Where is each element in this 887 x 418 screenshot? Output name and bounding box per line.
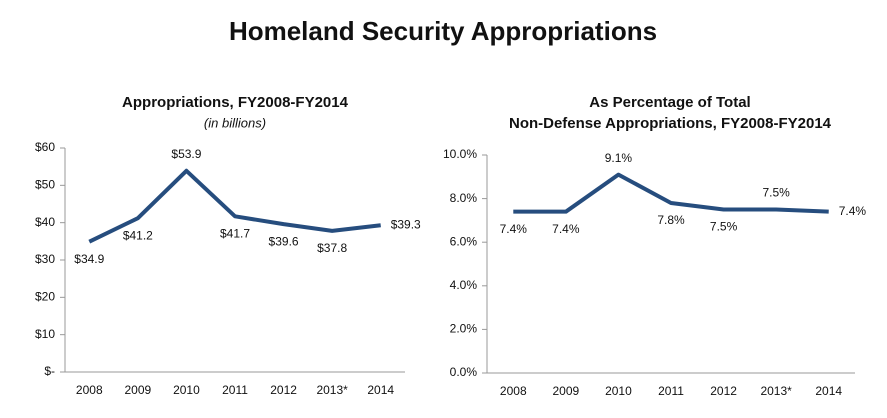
x-tick-label: 2012	[270, 383, 297, 397]
chart-title: Non-Defense Appropriations, FY2008-FY201…	[509, 115, 832, 132]
data-label: 9.1%	[605, 151, 633, 165]
chart-title: Appropriations, FY2008-FY2014	[122, 94, 349, 111]
x-tick-label: 2010	[173, 383, 200, 397]
y-tick-label: 4.0%	[450, 278, 478, 292]
x-tick-label: 2013*	[316, 383, 348, 397]
x-tick-label: 2013*	[760, 384, 792, 398]
data-label: $53.9	[171, 147, 201, 161]
x-tick-label: 2009	[125, 383, 152, 397]
data-label: $37.8	[317, 241, 347, 255]
data-label: $41.7	[220, 226, 250, 240]
chart-subtitle: (in billions)	[204, 115, 266, 130]
y-tick-label: $30	[35, 252, 55, 266]
y-tick-label: 2.0%	[450, 322, 478, 336]
data-label: $34.9	[74, 252, 104, 266]
line	[88, 168, 381, 244]
data-label: $41.2	[123, 228, 153, 242]
x-tick-label: 2011	[222, 383, 248, 397]
data-label: 7.8%	[657, 213, 685, 227]
line	[513, 172, 829, 214]
data-label: $39.3	[391, 217, 421, 231]
data-label: $39.6	[269, 234, 299, 248]
x-tick-label: 2014	[367, 383, 394, 397]
y-tick-label: $50	[35, 178, 55, 192]
x-tick-label: 2009	[553, 384, 580, 398]
data-label: 7.5%	[762, 186, 790, 200]
y-tick-label: 0.0%	[450, 365, 478, 379]
x-tick-label: 2008	[500, 384, 527, 398]
x-tick-label: 2014	[815, 384, 842, 398]
y-tick-label: $10	[35, 327, 55, 341]
data-label: 7.4%	[552, 222, 580, 236]
x-tick-label: 2012	[710, 384, 737, 398]
y-tick-label: 6.0%	[450, 234, 478, 248]
x-tick-label: 2008	[76, 383, 103, 397]
chart-title: As Percentage of Total	[589, 94, 750, 111]
data-label: 7.5%	[710, 220, 738, 234]
y-tick-label: $20	[35, 290, 55, 304]
data-label: 7.4%	[839, 204, 867, 218]
main-title: Homeland Security Appropriations	[229, 16, 657, 46]
y-tick-label: 10.0%	[443, 147, 477, 161]
y-tick-label: $-	[44, 364, 55, 378]
y-tick-label: 8.0%	[450, 191, 478, 205]
x-tick-label: 2010	[605, 384, 632, 398]
data-label: 7.4%	[500, 222, 528, 236]
y-tick-label: $40	[35, 215, 55, 229]
y-tick-label: $60	[35, 140, 55, 154]
x-tick-label: 2011	[658, 384, 684, 398]
